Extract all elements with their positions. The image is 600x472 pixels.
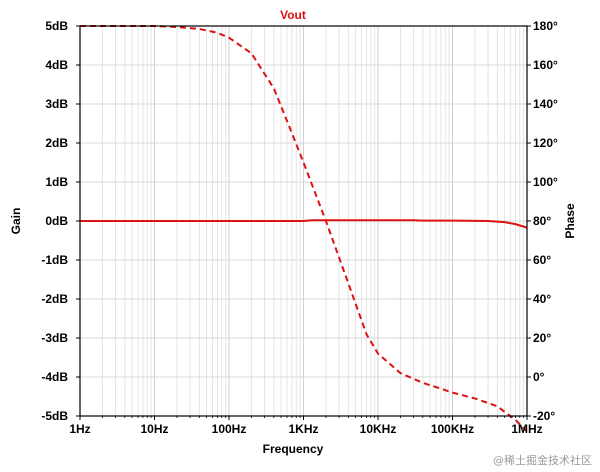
left-y-tick-label: -2dB [41, 292, 68, 306]
left-y-tick-label: 3dB [45, 97, 68, 111]
right-y-tick-label: -20° [533, 409, 555, 423]
x-tick-label: 1KHz [288, 422, 318, 436]
gain-series-line [80, 219, 528, 229]
x-tick-label: 1MHz [511, 422, 542, 436]
x-tick-label: 10KHz [360, 422, 397, 436]
x-tick-label: 100Hz [212, 422, 247, 436]
right-y-tick-label: 0° [533, 370, 545, 384]
right-y-tick-label: 180° [533, 19, 558, 33]
left-y-tick-label: -1dB [41, 253, 68, 267]
right-y-tick-label: 160° [533, 58, 558, 72]
watermark: @稀土掘金技术社区 [493, 454, 592, 467]
left-y-tick-label: 0dB [45, 214, 68, 228]
left-y-tick-label: 5dB [45, 19, 68, 33]
right-y-tick-label: 120° [533, 136, 558, 150]
right-y-tick-label: 20° [533, 331, 551, 345]
left-y-tick-label: 4dB [45, 58, 68, 72]
right-y-tick-label: 100° [533, 175, 558, 189]
right-y-tick-label: 140° [533, 97, 558, 111]
left-y-tick-label: -4dB [41, 370, 68, 384]
left-y-tick-label: 1dB [45, 175, 68, 189]
left-y-tick-label: 2dB [45, 136, 68, 150]
x-tick-label: 1Hz [69, 422, 90, 436]
chart-title: Vout [280, 8, 306, 22]
left-y-axis-label: Gain [9, 208, 23, 235]
ticks: 1Hz 10Hz 100Hz 1KHz 10KHz 100KHz 1MHz 5dB 4dB 3dB… [41, 19, 558, 436]
right-y-axis-label: Phase [563, 203, 577, 239]
right-y-tick-label: 80° [533, 214, 551, 228]
x-axis-label: Frequency [263, 442, 324, 456]
left-y-tick-label: -3dB [41, 331, 68, 345]
series-layer [80, 25, 528, 433]
right-y-tick-label: 40° [533, 292, 551, 306]
left-y-tick-label: -5dB [41, 409, 68, 423]
x-tick-label: 10Hz [140, 422, 168, 436]
phase-series-line [80, 25, 528, 433]
x-tick-label: 100KHz [431, 422, 474, 436]
right-y-tick-label: 60° [533, 253, 551, 267]
